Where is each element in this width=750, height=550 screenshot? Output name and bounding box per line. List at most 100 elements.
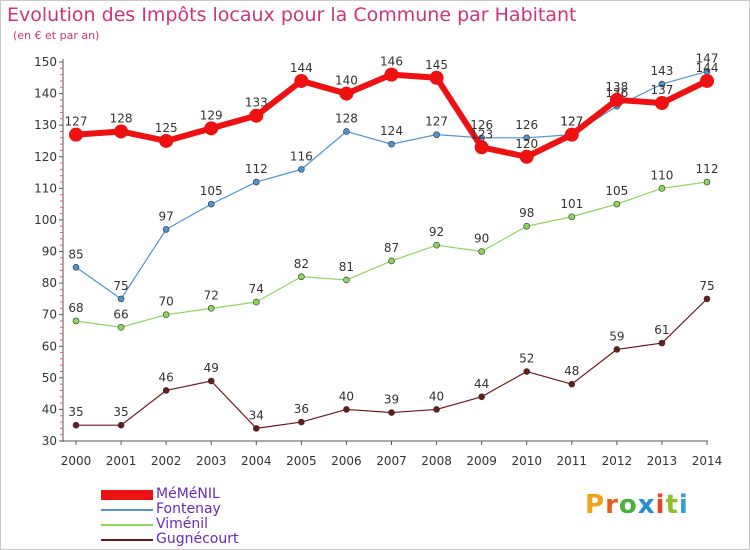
legend-swatch — [101, 509, 153, 511]
data-point — [478, 248, 485, 255]
x-tick-label: 2003 — [196, 454, 227, 468]
data-point — [343, 128, 350, 135]
y-tick-label: 40 — [42, 402, 57, 416]
data-point — [474, 140, 489, 155]
logo-letter: P — [585, 490, 606, 520]
y-tick-label: 130 — [34, 118, 57, 132]
data-point — [654, 96, 669, 111]
x-tick-label: 2005 — [286, 454, 317, 468]
data-point — [117, 421, 125, 429]
data-point — [114, 124, 129, 139]
data-point — [162, 226, 170, 233]
x-tick-label: 2012 — [602, 454, 633, 468]
y-tick-label: 100 — [34, 213, 57, 227]
data-label: 82 — [294, 257, 309, 271]
chart-title: Evolution des Impôts locaux pour la Comm… — [7, 4, 577, 26]
data-point — [703, 178, 711, 186]
legend-label: Fontenay — [156, 501, 221, 517]
data-point — [298, 418, 305, 426]
data-point — [523, 222, 531, 230]
x-tick-label: 2008 — [421, 454, 452, 468]
data-label: 137 — [650, 83, 673, 97]
data-label: 112 — [696, 162, 719, 176]
proxiti-logo: Proxiti — [585, 490, 689, 520]
x-tick-label: 2010 — [511, 454, 542, 468]
data-label: 146 — [380, 55, 403, 69]
legend-swatch — [101, 524, 153, 526]
data-label: 126 — [515, 118, 538, 132]
logo-letter: o — [618, 490, 638, 520]
data-point — [159, 133, 174, 148]
data-point — [613, 200, 621, 208]
data-label: 72 — [204, 288, 219, 302]
data-point — [700, 73, 714, 88]
data-label: 48 — [564, 364, 579, 378]
data-point — [298, 166, 305, 173]
x-tick-label: 2001 — [106, 454, 137, 468]
series-line — [76, 298, 708, 429]
data-label: 92 — [429, 225, 444, 239]
data-point — [658, 185, 666, 192]
data-label: 112 — [245, 162, 268, 176]
data-label: 44 — [474, 377, 489, 391]
data-label: 40 — [339, 389, 354, 403]
data-point — [433, 131, 440, 138]
legend-swatch — [101, 490, 153, 500]
data-label: 75 — [699, 279, 714, 293]
data-label: 98 — [519, 206, 534, 220]
data-label: 125 — [155, 121, 178, 135]
data-point — [252, 425, 260, 432]
data-point — [433, 241, 440, 249]
data-point — [478, 393, 485, 401]
data-label: 144 — [290, 61, 313, 75]
data-label: 40 — [429, 389, 444, 403]
x-tick-label: 2002 — [151, 454, 182, 468]
data-point — [658, 80, 666, 88]
data-label: 81 — [339, 260, 354, 274]
data-point — [523, 134, 531, 142]
logo-letter: t — [665, 490, 679, 520]
y-tick-label: 150 — [34, 55, 57, 69]
data-point — [252, 298, 260, 306]
x-tick-label: 2009 — [466, 454, 497, 468]
data-label: 143 — [650, 64, 673, 78]
logo-letter: i — [678, 490, 689, 520]
data-label: 126 — [470, 118, 493, 132]
data-point — [429, 70, 444, 85]
logo-letter: i — [655, 490, 666, 520]
data-point — [339, 86, 354, 101]
data-label: 101 — [560, 197, 583, 211]
y-tick-label: 80 — [42, 276, 57, 290]
data-label: 138 — [605, 80, 628, 94]
y-tick-label: 70 — [42, 308, 57, 322]
data-label: 147 — [696, 51, 719, 65]
data-point — [249, 108, 264, 123]
y-tick-label: 60 — [42, 339, 57, 353]
data-label: 127 — [65, 115, 88, 129]
data-label: 39 — [384, 393, 399, 407]
data-point — [658, 339, 666, 347]
data-label: 46 — [159, 370, 174, 384]
data-label: 145 — [425, 58, 448, 72]
x-tick-label: 2011 — [557, 454, 588, 468]
data-point — [162, 311, 170, 318]
logo-letter: x — [637, 490, 656, 520]
data-label: 127 — [560, 115, 583, 129]
logo-letter: r — [605, 490, 619, 520]
data-label: 85 — [68, 247, 83, 261]
data-point — [613, 346, 621, 353]
data-label: 59 — [609, 329, 624, 343]
data-point — [568, 380, 576, 388]
data-point — [433, 406, 440, 413]
data-label: 70 — [159, 295, 174, 309]
data-label: 87 — [384, 241, 399, 255]
data-label: 90 — [474, 232, 489, 246]
data-label: 116 — [290, 149, 313, 163]
data-point — [252, 178, 260, 186]
data-label: 129 — [200, 108, 223, 122]
data-label: 61 — [654, 323, 669, 337]
data-point — [298, 273, 305, 281]
data-label: 140 — [335, 74, 358, 88]
